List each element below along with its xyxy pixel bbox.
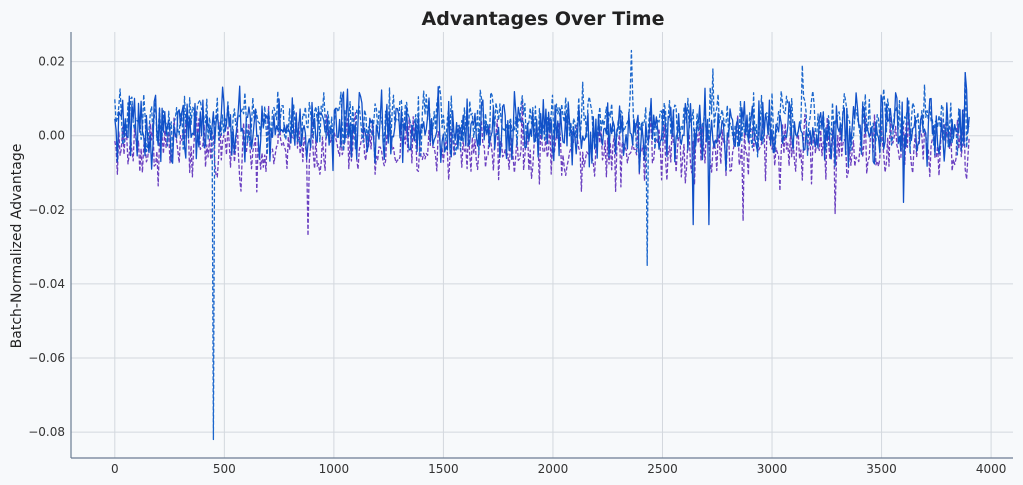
x-tick-label: 4000	[976, 462, 1007, 476]
y-tick-label: −0.06	[28, 351, 65, 365]
y-axis-label: Batch-Normalized Advantage	[9, 144, 25, 349]
y-tick-label: 0.00	[38, 129, 65, 143]
chart-title: Advantages Over Time	[422, 8, 665, 30]
series-line-1	[114, 97, 970, 237]
grid	[71, 32, 1013, 458]
axes	[70, 32, 1013, 459]
x-tick-label: 1500	[428, 462, 459, 476]
y-tick-label: −0.04	[28, 277, 65, 291]
x-tick-label: 500	[213, 462, 236, 476]
series-line-3	[114, 72, 970, 226]
y-tick-label: −0.02	[28, 203, 65, 217]
x-tick-label: 3000	[757, 462, 788, 476]
x-tick-label: 2000	[538, 462, 569, 476]
series-line-2	[114, 49, 970, 441]
series-layer	[114, 49, 970, 441]
x-tick-label: 2500	[647, 462, 678, 476]
y-tick-label: 0.02	[38, 55, 65, 69]
y-tick-label: −0.08	[28, 425, 65, 439]
tick-labels: 0 500 1000 1500 2000 2500 3000 3500 4000 0.02 0.00…	[28, 55, 1006, 476]
x-tick-label: 0	[111, 462, 119, 476]
x-tick-label: 1000	[319, 462, 350, 476]
x-tick-label: 3500	[866, 462, 897, 476]
